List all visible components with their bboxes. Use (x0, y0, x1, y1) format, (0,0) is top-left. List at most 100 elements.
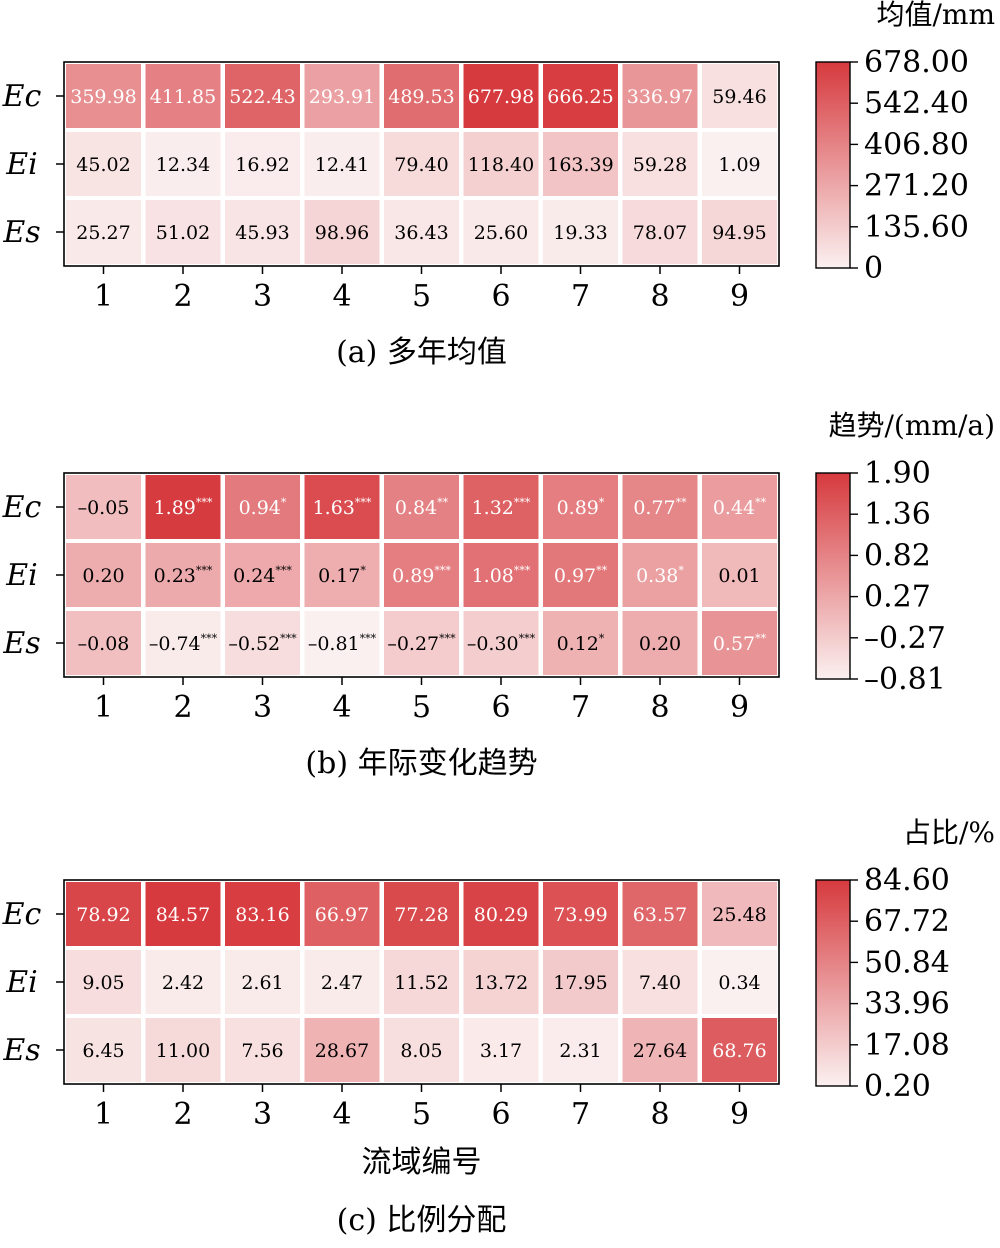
x-tick-label: 7 (571, 1097, 590, 1132)
x-tick-label: 6 (491, 690, 510, 725)
panel-c: 78.92 84.57 83.16 66.97 77.28 80.29 73.99 63.57… (2, 816, 995, 1238)
cell-value-label: 13.72 (474, 972, 528, 994)
heatmap-cell (622, 64, 698, 128)
heatmap-cell (702, 950, 777, 1014)
cell-value-label: 45.93 (235, 222, 289, 244)
x-tick-label: 8 (650, 690, 669, 725)
colorbar-tick-label: 0 (864, 251, 883, 286)
cell-value-label: 25.48 (712, 904, 766, 926)
heatmap-cell (622, 882, 698, 946)
x-tick-label: 7 (571, 690, 590, 725)
heatmap-cell (145, 882, 221, 946)
cell-value-label: 45.02 (76, 154, 130, 176)
heatmap-cell (543, 64, 618, 128)
cell-value-label: 84.57 (156, 904, 210, 926)
heatmap-cell (622, 475, 698, 539)
heatmap-cell (145, 64, 221, 128)
cell-value-label: 73.99 (553, 904, 607, 926)
colorbar (815, 879, 851, 1087)
cell-value-label: 28.67 (315, 1040, 369, 1062)
cell-value-label: 0.57** (713, 632, 767, 655)
cell-value-label: 17.95 (553, 972, 607, 994)
cell-value-label: 0.20 (639, 633, 681, 655)
significance-mark: ** (596, 564, 608, 577)
heatmap-cell (304, 882, 380, 946)
cell-value-label: 0.12* (557, 632, 605, 655)
colorbar-tick-label: 0.20 (864, 1069, 931, 1104)
cell-value-label: 0.97** (554, 564, 608, 587)
significance-mark: *** (280, 632, 297, 645)
heatmap-cell (463, 64, 539, 128)
significance-mark: *** (355, 496, 372, 509)
x-tick-label: 8 (650, 1097, 669, 1132)
x-tick-label: 9 (730, 1097, 749, 1132)
significance-mark: * (678, 564, 684, 577)
cell-value-label: 1.08*** (472, 564, 531, 587)
cell-value-label: 66.97 (315, 904, 369, 926)
cell-value-label: 2.42 (162, 972, 204, 994)
heatmap-cell (304, 950, 380, 1014)
panel-caption: (a) 多年均值 (336, 335, 507, 370)
heatmap-cell (463, 882, 539, 946)
colorbar (815, 61, 851, 269)
cell-value-label: 94.95 (712, 222, 766, 244)
x-tick-label: 5 (412, 1097, 431, 1132)
cell-value-label: 98.96 (315, 222, 369, 244)
heatmap-cell (463, 132, 539, 196)
panel-a: 359.98 411.85 522.43 293.91 489.53 677.98 666.… (2, 0, 995, 370)
cell-value-label: 2.47 (321, 972, 363, 994)
cell-value-label: 16.92 (235, 154, 289, 176)
x-tick-label: 2 (173, 279, 192, 314)
cell-value-label: –0.08 (78, 633, 130, 655)
heatmap-cell (702, 611, 777, 675)
cell-value-label: 36.43 (394, 222, 448, 244)
cell-value-label: 59.28 (633, 154, 687, 176)
heatmap-cell (622, 543, 698, 607)
heatmap-cell (225, 1018, 300, 1082)
cell-value-label: 79.40 (394, 154, 448, 176)
cell-value-label: 1.09 (718, 154, 760, 176)
significance-mark: ** (755, 496, 767, 509)
cell-value-label: 80.29 (474, 904, 528, 926)
significance-mark: * (281, 496, 287, 509)
heatmap-cell (622, 611, 698, 675)
heatmap-cell (543, 200, 618, 264)
row-label: Ec (2, 897, 42, 932)
x-tick-label: 9 (730, 690, 749, 725)
cell-value-label: 0.94* (239, 496, 287, 519)
heatmap-cell (225, 132, 300, 196)
heatmap-cell (384, 543, 459, 607)
heatmap-cell (384, 64, 459, 128)
heatmap-cell (622, 1018, 698, 1082)
heatmap-cell (543, 132, 618, 196)
heatmap-cell (225, 200, 300, 264)
cell-value-label: 2.61 (241, 972, 283, 994)
cell-value-label: 78.92 (76, 904, 130, 926)
x-tick-label: 3 (253, 690, 272, 725)
x-tick-label: 4 (332, 1097, 351, 1132)
row-label: Ec (2, 79, 42, 114)
x-tick-label: 5 (412, 690, 431, 725)
colorbar-tick-label: 271.20 (864, 169, 969, 204)
significance-mark: *** (514, 564, 531, 577)
cell-value-label: 0.84** (395, 496, 449, 519)
heatmap-cell (702, 475, 777, 539)
heatmap-cell (66, 882, 141, 946)
heatmap-cell (66, 200, 141, 264)
cell-value-label: 1.63*** (313, 496, 372, 519)
heatmap-cell (463, 611, 539, 675)
x-tick-label: 7 (571, 279, 590, 314)
cell-value-label: 25.60 (474, 222, 528, 244)
cell-value-label: 83.16 (235, 904, 289, 926)
heatmap-cell (543, 882, 618, 946)
panel-caption: (c) 比例分配 (337, 1203, 507, 1238)
heatmap-cell (145, 611, 221, 675)
cell-value-label: 0.24*** (233, 564, 292, 587)
colorbar-tick-label: 0.27 (864, 580, 931, 615)
x-tick-label: 3 (253, 279, 272, 314)
cell-value-label: 522.43 (229, 86, 295, 108)
heatmap-cell (304, 200, 380, 264)
x-tick-label: 6 (491, 279, 510, 314)
heatmap-cell (225, 475, 300, 539)
cell-value-label: 11.52 (394, 972, 448, 994)
